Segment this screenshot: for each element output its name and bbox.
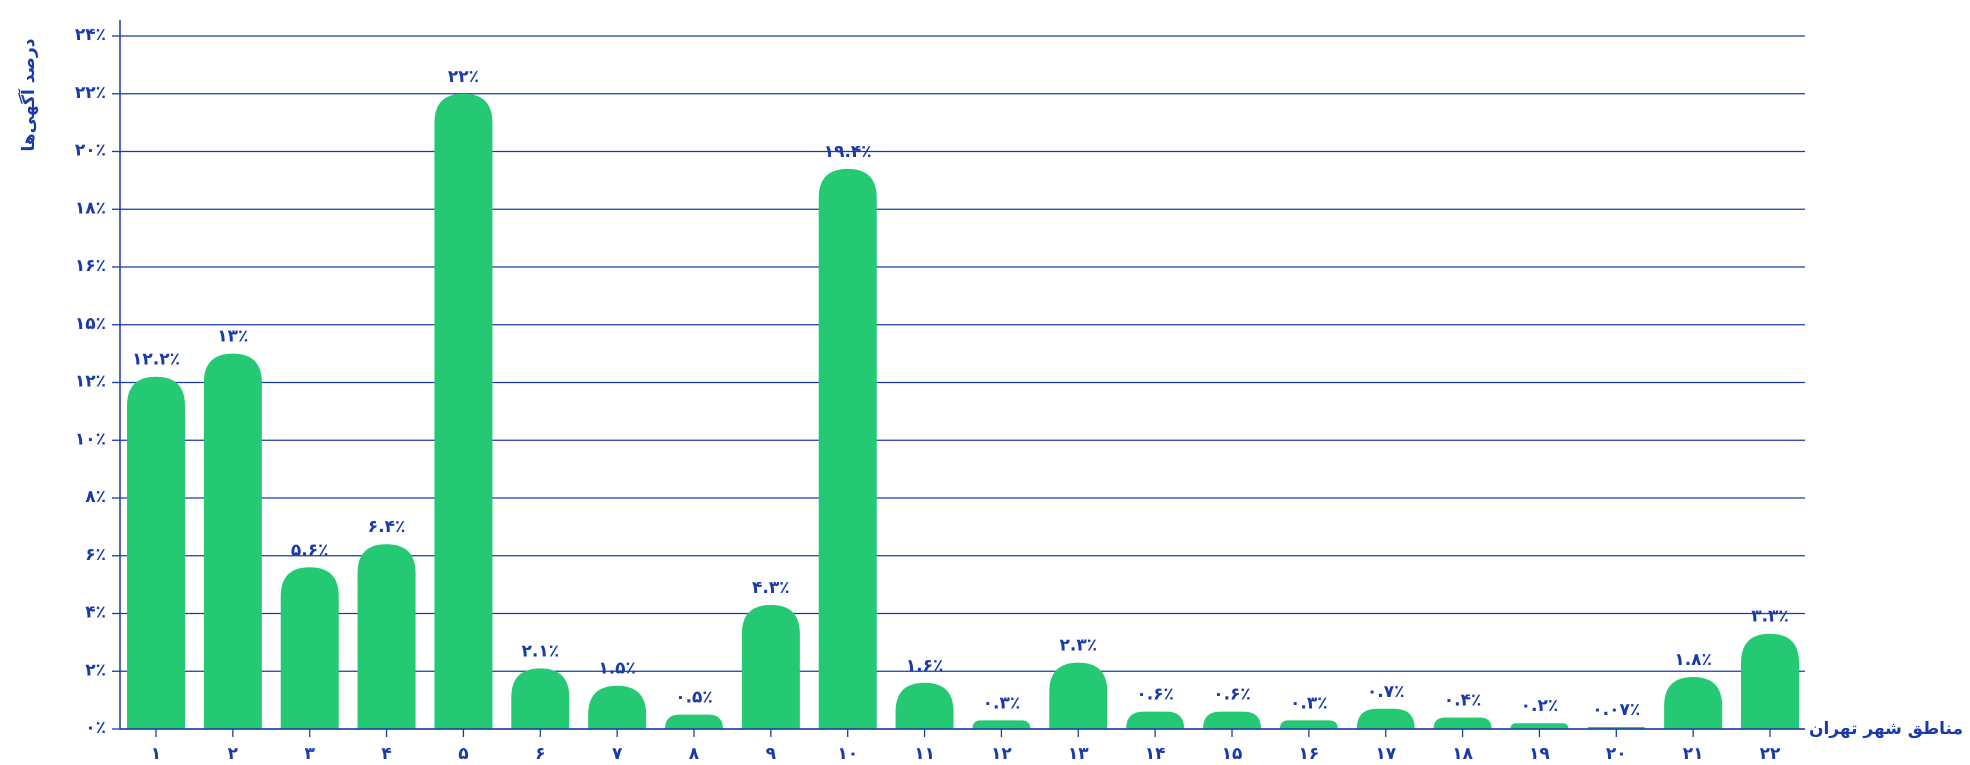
x-tick-label: ۱۰ [837, 744, 858, 764]
bar [665, 714, 723, 729]
bar [1126, 711, 1185, 729]
x-tick-label: ۱۵ [1222, 744, 1243, 764]
x-tick-label: ۱۷ [1375, 744, 1396, 764]
bar [1049, 662, 1108, 729]
value-label: ۰.۲٪ [1521, 696, 1559, 716]
bar [357, 544, 416, 729]
value-label: ۱۲.۲٪ [132, 350, 180, 370]
x-tick-label: ۱۸ [1452, 744, 1473, 764]
value-label: ۱.۸٪ [1674, 650, 1712, 670]
x-tick-label: ۲۱ [1683, 744, 1704, 764]
value-label: ۱۳٪ [217, 327, 248, 347]
value-label: ۶.۴٪ [368, 517, 406, 537]
x-tick-label: ۱۳ [1068, 744, 1089, 764]
value-labels: ۱۲.۲٪ ۱۳٪ ۵.۶٪ ۶.۴٪ ۲۲٪ ۲.۱٪ ۱.۵٪ ۰.۵٪ ۴.۳٪ ۱۹.۴٪… [132, 67, 1789, 720]
x-tick-label: ۱۶ [1298, 744, 1319, 764]
x-tick-label: ۳ [305, 744, 316, 764]
value-label: ۱.۶٪ [906, 656, 944, 676]
grid-lines [112, 35, 1805, 730]
y-tick-label: ۴٪ [85, 603, 106, 623]
x-tick-label: ۲۰ [1606, 744, 1627, 764]
bar [1510, 723, 1569, 729]
bar [1664, 677, 1723, 729]
x-tick-labels: ۱ ۲ ۳ ۴ ۵ ۶ ۷ ۸ ۹ ۱۰ ۱۱ ۱۲ ۱۳ ۱۴ ۱۵ ۱۶ ۱۷ ۱۸ ۱۹ ۲۰ ۲۱ ۲۲ [151, 729, 1781, 764]
bar [511, 668, 570, 729]
y-tick-label: ۱۵٪ [75, 314, 106, 334]
x-tick-label: ۵ [458, 744, 468, 764]
y-tick-label: ۱۸٪ [75, 198, 106, 218]
value-label: ۰.۵٪ [675, 688, 713, 708]
bar [280, 567, 339, 729]
bar [895, 682, 954, 729]
bar [1741, 633, 1799, 729]
value-label: ۵.۶٪ [291, 540, 329, 560]
bar [588, 685, 647, 729]
value-label: ۲.۳٪ [1059, 636, 1097, 656]
bar [1356, 708, 1415, 729]
x-tick-label: ۲۲ [1760, 744, 1781, 764]
bar [1279, 720, 1338, 729]
value-label: ۱.۵٪ [598, 659, 636, 679]
bar [127, 376, 185, 729]
y-tick-label: ۱۰٪ [75, 429, 106, 449]
bar [203, 353, 262, 729]
y-tick-label: ۸٪ [85, 487, 106, 507]
bar [972, 720, 1031, 729]
value-label: ۰.۳٪ [983, 693, 1021, 713]
y-tick-label: ۱۲٪ [75, 372, 106, 392]
y-tick-labels: ۰٪ ۲٪ ۴٪ ۶٪ ۸٪ ۱۰٪ ۱۲٪ ۱۵٪ ۱۶٪ ۱۸٪ ۲۰٪ ۲۲٪ ۲۴٪ [75, 25, 106, 738]
x-tick-label: ۱۹ [1529, 744, 1550, 764]
value-label: ۰.۴٪ [1444, 690, 1482, 710]
bar [434, 93, 493, 729]
y-tick-label: ۲۰٪ [75, 141, 106, 161]
bar [1433, 717, 1492, 729]
x-axis-title: مناطق شهر تهران [1809, 719, 1963, 739]
y-tick-label: ۲۴٪ [75, 25, 106, 45]
value-label: ۰.۳٪ [1290, 693, 1328, 713]
value-label: ۰.۷٪ [1367, 682, 1405, 702]
value-label: ۰.۶٪ [1136, 685, 1174, 705]
bar [741, 604, 800, 729]
value-label: ۱۹.۴٪ [824, 142, 872, 162]
y-tick-label: ۲۲٪ [75, 83, 106, 103]
x-tick-label: ۹ [766, 744, 777, 764]
y-tick-label: ۲٪ [85, 660, 106, 680]
value-label: ۰.۰۷٪ [1592, 700, 1640, 720]
x-tick-label: ۲ [228, 744, 239, 764]
value-label: ۰.۶٪ [1213, 685, 1251, 705]
bar [1203, 711, 1261, 729]
value-label: ۲.۱٪ [521, 641, 559, 661]
x-tick-label: ۸ [689, 744, 700, 764]
value-label: ۴.۳٪ [752, 578, 790, 598]
x-tick-label: ۴ [381, 744, 391, 764]
bar [818, 168, 877, 729]
value-label: ۳.۳٪ [1751, 607, 1789, 627]
x-tick-label: ۱۴ [1145, 744, 1166, 764]
value-label: ۲۲٪ [448, 67, 479, 87]
bars [127, 93, 1799, 729]
x-tick-label: ۷ [612, 744, 623, 764]
x-tick-label: ۱۱ [914, 744, 935, 764]
x-tick-label: ۶ [535, 744, 545, 764]
x-tick-label: ۱۲ [991, 744, 1012, 764]
x-tick-label: ۱ [151, 744, 161, 764]
y-tick-label: ۶٪ [85, 545, 106, 565]
y-tick-label: ۰٪ [85, 718, 106, 738]
y-tick-label: ۱۶٪ [75, 256, 106, 276]
y-axis-title: درصد آگهی‌ها [17, 38, 39, 151]
